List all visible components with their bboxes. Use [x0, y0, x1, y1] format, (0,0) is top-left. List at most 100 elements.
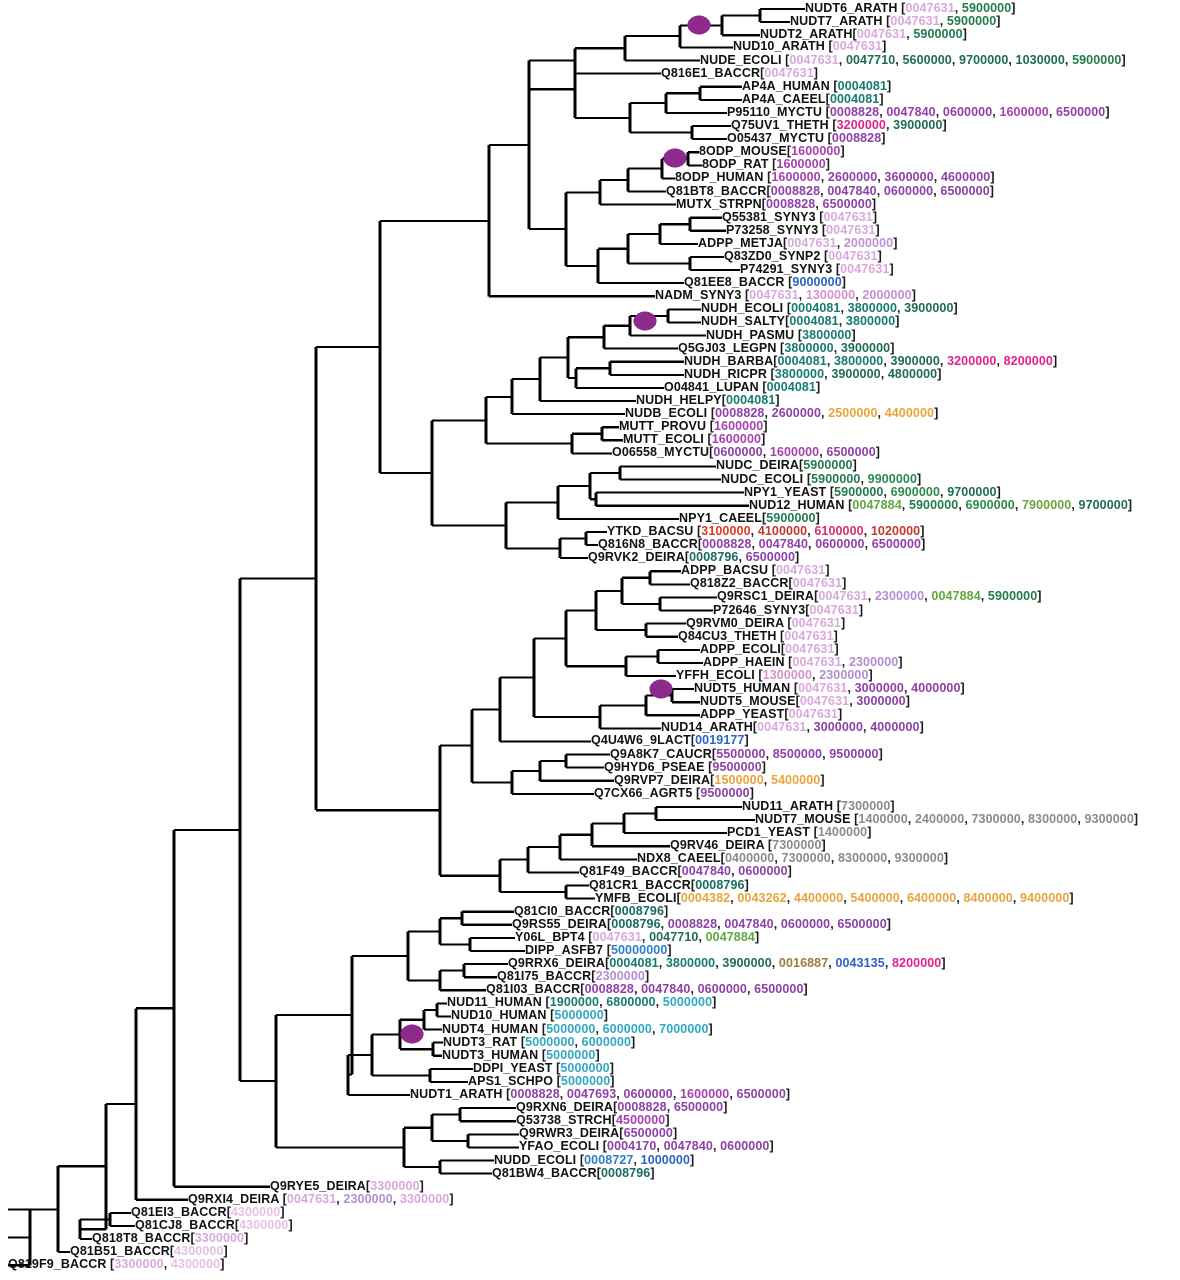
go-term: 5400000 [850, 890, 900, 905]
leaf-label: NUDB_ECOLI [0008828, 2600000, 2500000, 4… [625, 407, 938, 420]
go-bracket-open: [ [282, 1191, 287, 1206]
go-bracket-close: ] [825, 157, 831, 172]
go-bracket-open: [ [365, 1178, 371, 1193]
go-bracket-open: [ [611, 1113, 616, 1128]
go-separator: , [616, 1087, 624, 1102]
go-bracket-open: [ [520, 1034, 526, 1049]
go-bracket-close: ] [920, 523, 925, 538]
go-bracket-open: [ [832, 118, 837, 133]
go-term: 2600000 [827, 170, 878, 185]
go-term: 6400000 [906, 890, 957, 905]
taxon-name: NUDT5_HUMAN [694, 681, 791, 696]
leaf-label: NUD14_ARATH[0047631, 3000000, 4000000] [661, 721, 924, 734]
go-bracket-close: ] [821, 838, 826, 853]
go-term: 3000000 [854, 681, 904, 696]
leaf-label: 8ODP_MOUSE[1600000] [699, 145, 845, 158]
go-bracket-open: [ [709, 419, 714, 434]
go-term: 0004081 [837, 78, 888, 93]
go-term: 9500000 [700, 785, 750, 800]
go-bracket-open: [ [676, 890, 681, 905]
taxon-name: NUDH_PASMU [706, 327, 795, 342]
go-bracket-open: [ [788, 654, 793, 669]
go-separator: , [1014, 497, 1022, 512]
go-bracket-close: ] [1052, 353, 1058, 368]
go-bracket-close: ] [1133, 812, 1139, 827]
go-term: 6900000 [890, 484, 941, 499]
go-separator: , [763, 772, 771, 787]
go-bracket-open: [ [619, 1126, 624, 1141]
go-term: 0047631 [826, 222, 876, 237]
go-separator: , [717, 916, 725, 931]
go-term: 0008828 [510, 1087, 560, 1102]
go-bracket-close: ] [795, 550, 800, 565]
go-bracket-open: [ [588, 929, 593, 944]
taxon-name: P74291_SYNY3 [740, 262, 833, 277]
taxon-name: ADPP_YEAST [700, 707, 785, 722]
taxon-name: Q81EE8_BACCR [684, 275, 785, 290]
go-term: 5400000 [770, 772, 821, 787]
go-term: 5900000 [908, 497, 959, 512]
go-bracket-close: ] [921, 537, 926, 552]
go-bracket-open: [ [696, 785, 701, 800]
taxon-name: Q5GJ03_LEGPN [678, 340, 777, 355]
go-bracket-close: ] [610, 1073, 615, 1088]
go-bracket-open: [ [788, 576, 793, 591]
go-separator: , [836, 235, 844, 250]
go-term: 0600000 [697, 982, 747, 997]
taxon-name: NUDT3_RAT [443, 1034, 518, 1049]
go-bracket-open: [ [710, 406, 716, 421]
go-term: 5000000 [560, 1060, 610, 1075]
leaf-label: NUDC_DEIRA[5900000] [716, 459, 857, 472]
go-bracket-close: ] [889, 262, 894, 277]
go-term: 3900000 [840, 340, 891, 355]
go-term: 0047840 [886, 104, 936, 119]
leaf-label: NUD10_HUMAN [5000000] [451, 1009, 608, 1022]
taxon-name: ADPP_ECOLI [700, 641, 781, 656]
leaf-label: P74291_SYNY3 [0047631] [740, 263, 894, 276]
go-bracket-open: [ [828, 39, 833, 54]
go-term: 50000000 [610, 942, 668, 957]
go-term: 0047631 [757, 720, 807, 735]
leaf-label: DDPI_YEAST [5000000] [473, 1062, 614, 1075]
go-term: 9300000 [1084, 812, 1134, 827]
go-separator: , [826, 353, 834, 368]
taxon-name: NUD12_HUMAN [749, 497, 845, 512]
go-separator: , [819, 445, 827, 460]
taxon-name: Q81BW4_BACCR [492, 1165, 597, 1180]
go-bracket-open: [ [825, 91, 830, 106]
leaf-label: NUD11_HUMAN [1900000, 6800000, 5000000] [447, 996, 716, 1009]
leaf-label: NUDT4_HUMAN [5000000, 6000000, 7000000] [442, 1022, 713, 1036]
go-separator: , [690, 982, 698, 997]
leaf-label: P73258_SYNY3 [0047631] [726, 224, 880, 237]
go-term: 0008796 [695, 877, 745, 892]
duplication-node-4 [649, 679, 673, 699]
go-separator: , [715, 956, 723, 971]
taxon-name: Q816N8_BACCR [598, 537, 698, 552]
go-term: 0047631 [792, 654, 842, 669]
go-separator: , [933, 183, 941, 198]
go-term: 0400000 [724, 851, 775, 866]
go-term: 9700000 [959, 52, 1009, 67]
leaf-label: Q818Z2_BACCR[0047631] [690, 577, 846, 590]
go-bracket-open: [ [556, 1073, 561, 1088]
go-term: 9700000 [1078, 497, 1128, 512]
go-bracket-close: ] [934, 406, 939, 421]
go-separator: , [633, 982, 642, 997]
go-separator: , [887, 851, 895, 866]
leaf-label: NUDH_HELPY[0004081] [636, 394, 780, 407]
go-term: 1000000 [640, 1152, 691, 1167]
go-term: 0600000 [815, 537, 865, 552]
go-bracket-close: ] [842, 576, 847, 591]
duplication-node-5 [400, 1024, 424, 1044]
go-term: 0047840 [827, 183, 877, 198]
go-term: 8200000 [891, 956, 942, 971]
taxon-name: Q9RWR3_DEIRA [519, 1126, 620, 1141]
leaf-label: Q53738_STRCH[4500000] [516, 1114, 670, 1127]
go-bracket-open: [ [798, 458, 804, 473]
go-separator: , [860, 471, 868, 486]
go-bracket-close: ] [875, 222, 880, 237]
taxon-name: NUDT5_MOUSE [700, 694, 796, 709]
go-separator: , [559, 1087, 567, 1102]
go-term: 3900000 [831, 366, 881, 381]
go-bracket-close: ] [280, 1204, 285, 1219]
